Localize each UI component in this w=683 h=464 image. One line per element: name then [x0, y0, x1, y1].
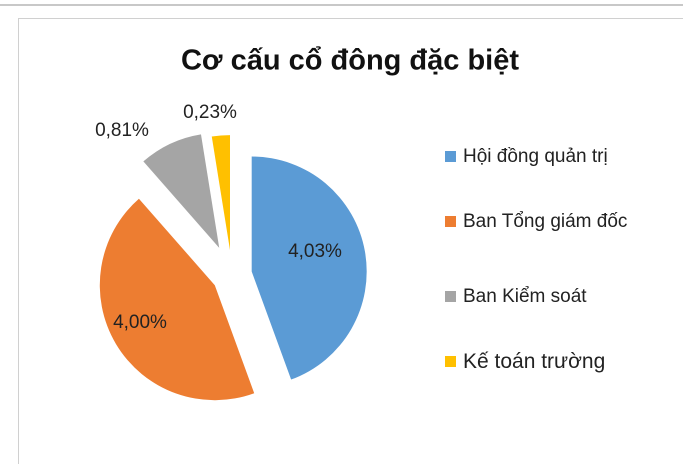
legend-item: Kế toán trường [445, 348, 660, 376]
legend-label: Ban Kiểm soát [463, 286, 587, 307]
pie-slice [251, 156, 367, 380]
legend-item: Ban Kiểm soát [445, 283, 660, 311]
legend-label: Hội đồng quản trị [463, 146, 608, 167]
data-label: 0,81% [95, 120, 149, 141]
data-label: 0,23% [183, 102, 237, 123]
legend-swatch [445, 151, 456, 162]
legend-label: Kế toán trường [463, 350, 606, 373]
pie-slice [211, 135, 231, 251]
data-label: 4,00% [113, 312, 167, 333]
legend-item: Hội đồng quản trị [445, 143, 660, 171]
pie-slice [99, 198, 255, 401]
legend-label: Ban Tổng giám đốc [463, 211, 628, 232]
data-label: 4,03% [288, 241, 342, 262]
legend-swatch [445, 291, 456, 302]
legend-item: Ban Tổng giám đốc [445, 208, 660, 236]
legend-swatch [445, 356, 456, 367]
pie-slice [143, 134, 220, 248]
legend-swatch [445, 216, 456, 227]
chart-title: Cơ cấu cổ đông đặc biệt [181, 45, 519, 77]
